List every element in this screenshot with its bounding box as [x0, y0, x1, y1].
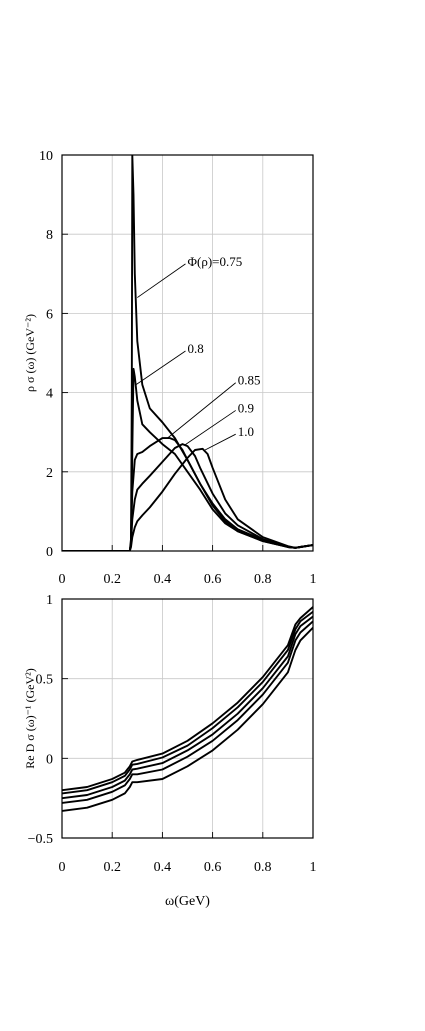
y-tick-label: 2 — [46, 466, 53, 481]
density-ylabel: ρ σ (ω) (GeV⁻²) — [23, 314, 37, 392]
propagator-panel: 0 0.2 0.4 0.6 0.8 1 −0.5 0 0.5 1 Re D σ (ω)⁻¹ (Ge… — [23, 593, 317, 909]
x-tick-label: 0.8 — [254, 572, 272, 587]
x-tick-label: 0 — [59, 860, 66, 875]
annotation-leader — [167, 382, 236, 439]
propagator-ylabel: Re D σ (ω)⁻¹ (GeV²) — [23, 668, 37, 769]
x-tick-label: 1 — [310, 860, 317, 875]
y-tick-label: 10 — [39, 149, 53, 164]
x-tick-label: 0.8 — [254, 860, 272, 875]
omega-xlabel: ω(GeV) — [165, 894, 210, 909]
x-tick-label: 0.6 — [204, 860, 222, 875]
series-line-3 — [62, 437, 313, 551]
density-panel: Φ(ρ)=0.750.80.850.91.0 0 0.2 0.4 0.6 0.8 1024… — [23, 149, 317, 587]
density-curves — [62, 155, 313, 551]
annotation-label: 0.9 — [238, 400, 254, 415]
density-annotations: Φ(ρ)=0.75 0.8 0.85 0.9 1.0 — [135, 254, 261, 451]
annotation-leader — [137, 263, 186, 298]
series-line-4 — [62, 443, 313, 551]
y-tick-label: 8 — [46, 228, 53, 243]
annotation-label: Φ(ρ)=0.75 — [188, 254, 243, 269]
annotation-label: 0.8 — [188, 341, 204, 356]
series-line-5 — [62, 627, 313, 812]
annotation-label: 0.85 — [238, 373, 261, 388]
propagator-ticks: 0 0.2 0.4 0.6 0.8 1 −0.5 0 0.5 1 — [28, 593, 317, 875]
propagator-frame — [61, 598, 314, 839]
series-line-2 — [62, 610, 313, 795]
x-tick-label: 0.2 — [103, 572, 121, 587]
annotation-label: 1.0 — [238, 424, 254, 439]
series-line-5 — [62, 447, 313, 551]
x-tick-label: 0.6 — [204, 572, 222, 587]
x-tick-label: 0.4 — [154, 860, 172, 875]
annotation-leader — [204, 433, 236, 451]
annotation-leader — [135, 350, 186, 386]
propagator-curves — [62, 606, 313, 812]
density-frame — [61, 154, 314, 552]
y-tick-label: −0.5 — [28, 832, 53, 847]
y-tick-label: 0 — [46, 752, 53, 767]
y-tick-label: 0 — [46, 545, 53, 560]
series-line-3 — [62, 615, 313, 800]
y-tick-label: 1 — [46, 593, 53, 608]
x-tick-label: 0 — [59, 572, 66, 587]
series-line-4 — [62, 620, 313, 804]
y-tick-label: 0.5 — [36, 673, 54, 688]
y-tick-label: 6 — [46, 307, 53, 322]
y-tick-label: 4 — [46, 387, 53, 402]
x-tick-label: 0.2 — [103, 860, 121, 875]
series-line-1 — [62, 606, 313, 792]
x-tick-label: 1 — [310, 572, 317, 587]
x-tick-label: 0.4 — [154, 572, 172, 587]
propagator-grid — [62, 599, 313, 838]
annotation-leader — [184, 410, 236, 446]
